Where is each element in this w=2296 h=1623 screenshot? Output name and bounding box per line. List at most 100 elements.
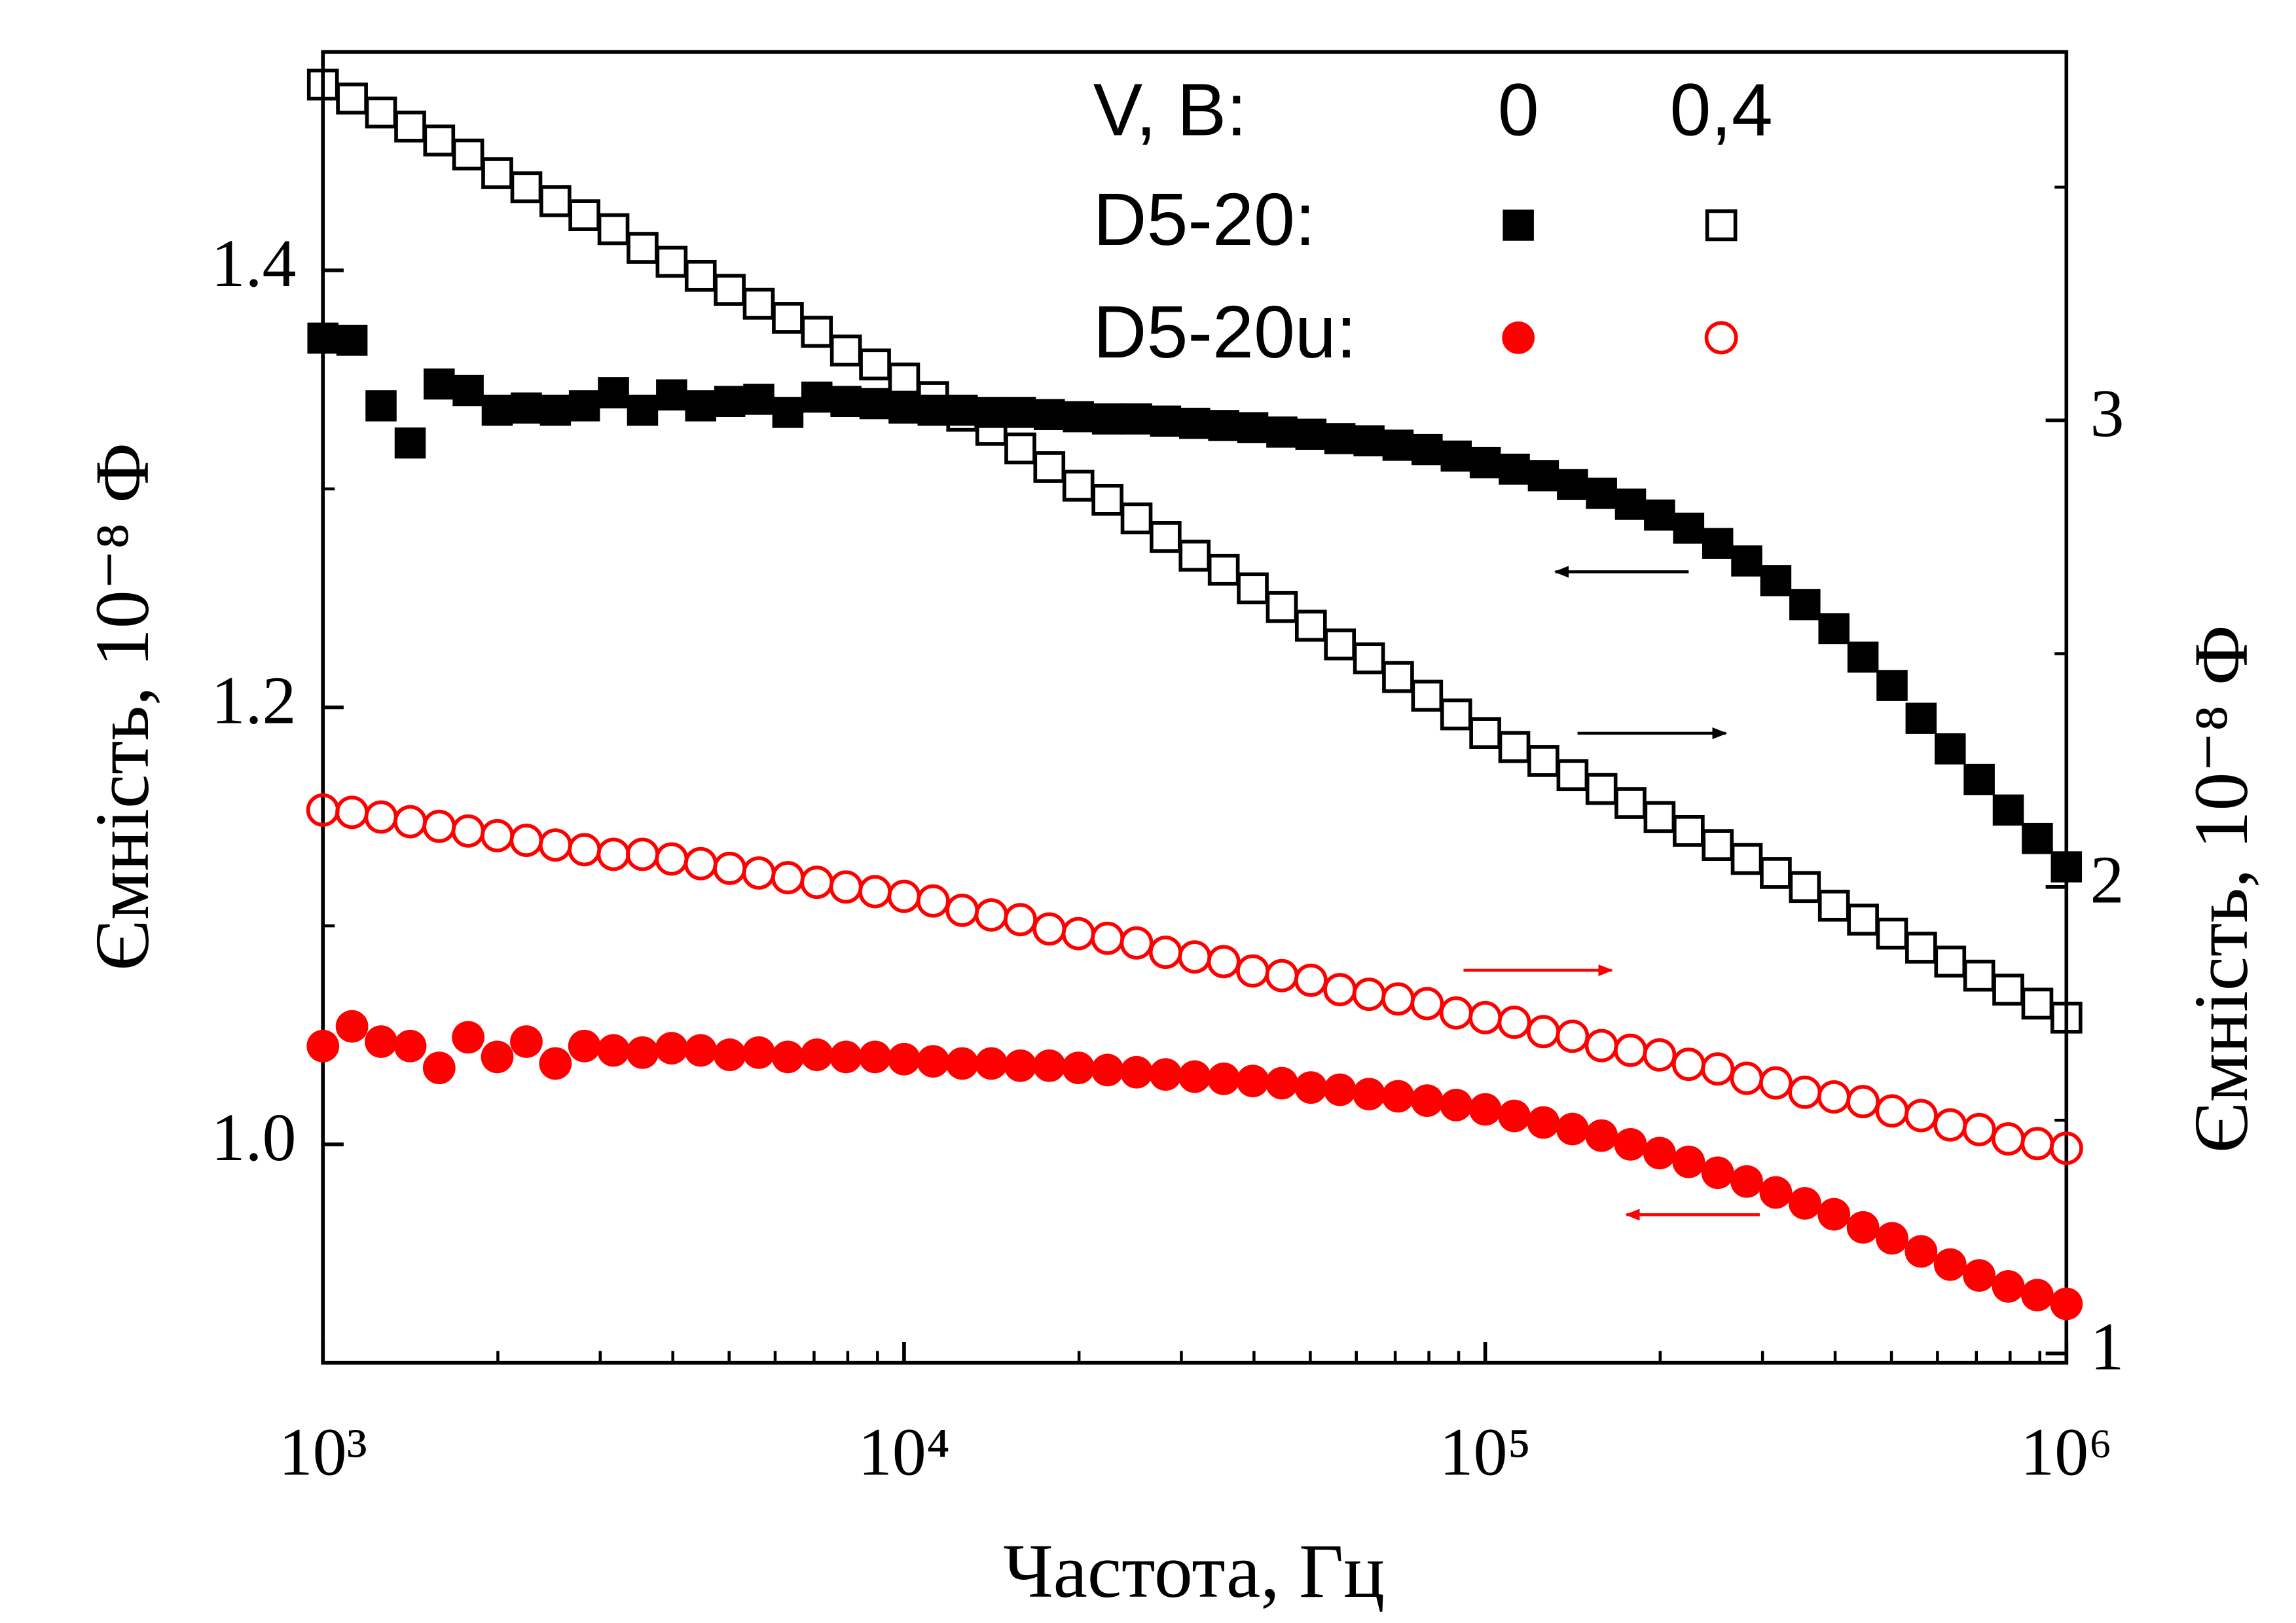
data-point	[1584, 1029, 1618, 1063]
data-point	[1846, 1085, 1880, 1119]
data-point	[684, 259, 717, 292]
data-point	[1585, 1119, 1618, 1152]
data-point	[683, 847, 718, 881]
legend-marker	[1503, 210, 1534, 241]
data-point	[1788, 1075, 1822, 1109]
data-point	[975, 1047, 1008, 1080]
legend-marker	[1704, 321, 1738, 355]
data-point	[597, 213, 630, 246]
data-point	[1673, 513, 1705, 544]
legend-column-label: 0	[1498, 68, 1539, 151]
data-point	[1759, 1176, 1793, 1209]
data-point	[1497, 1005, 1531, 1039]
data-point	[858, 875, 892, 909]
data-point	[713, 1038, 746, 1071]
data-point	[1702, 528, 1734, 559]
data-point	[1440, 440, 1472, 472]
data-point	[1061, 917, 1095, 951]
data-point	[1352, 977, 1386, 1012]
data-point	[1381, 982, 1415, 1016]
data-point	[1730, 1061, 1764, 1095]
data-point	[1468, 1093, 1502, 1126]
legend-marker	[1705, 209, 1738, 242]
data-point	[1323, 1073, 1357, 1106]
data-point	[394, 110, 426, 143]
data-point	[714, 386, 746, 417]
data-point	[1004, 1049, 1037, 1082]
data-point	[1962, 1112, 1996, 1146]
data-point	[1789, 871, 1821, 903]
data-point	[2049, 1131, 2083, 1165]
data-point	[1004, 432, 1036, 465]
data-point	[917, 1045, 950, 1078]
data-point	[364, 800, 398, 834]
data-point	[1062, 469, 1095, 502]
data-point	[1614, 1128, 1647, 1161]
data-point	[1121, 403, 1152, 435]
data-point	[1875, 1094, 1909, 1128]
data-point	[1411, 680, 1444, 712]
y-tick-label: 1.4	[211, 225, 296, 301]
data-point	[1063, 401, 1094, 433]
data-point	[568, 833, 602, 867]
data-point	[1468, 1000, 1503, 1034]
data-point	[538, 828, 572, 862]
x-tick-label: 10⁶	[2020, 1414, 2112, 1490]
data-point	[1963, 763, 1995, 795]
data-point	[1905, 932, 1937, 964]
data-point	[830, 386, 862, 417]
data-point	[1091, 403, 1123, 435]
data-point	[1207, 945, 1241, 979]
data-point	[771, 861, 805, 894]
data-point	[1324, 423, 1356, 454]
data-point	[1120, 1055, 1153, 1089]
data-point	[975, 397, 1007, 428]
data-point	[307, 322, 338, 354]
data-point	[771, 1040, 805, 1074]
data-point	[917, 381, 949, 413]
data-point	[1440, 698, 1472, 731]
data-point	[887, 879, 921, 913]
data-point	[1876, 1222, 1908, 1255]
data-point	[1265, 958, 1299, 993]
data-point	[1585, 773, 1618, 805]
data-point	[742, 287, 775, 320]
data-point	[1294, 963, 1328, 997]
data-point	[1963, 1259, 1996, 1292]
data-point	[656, 379, 687, 410]
data-point	[1817, 1197, 1851, 1231]
data-point	[2020, 1127, 2054, 1161]
data-point	[626, 1036, 659, 1069]
data-point	[1120, 926, 1154, 960]
data-point	[945, 893, 979, 927]
data-point	[714, 274, 746, 306]
data-point	[1818, 613, 1850, 645]
data-point	[1266, 591, 1298, 623]
data-point	[1992, 1269, 2025, 1303]
data-point	[1701, 1052, 1735, 1086]
data-point	[1178, 539, 1211, 572]
data-point	[1760, 565, 1792, 596]
data-point	[394, 427, 426, 459]
data-point	[1353, 1078, 1385, 1111]
data-point	[742, 856, 776, 890]
y2-axis-title: Ємність, 10⁻⁸ Ф	[2179, 625, 2264, 1153]
data-point	[481, 1040, 514, 1074]
y-tick-label: 1.2	[211, 662, 296, 738]
data-point	[1671, 1048, 1705, 1082]
data-point	[597, 1034, 630, 1067]
y-axis-title: Ємність, 10⁻⁸ Ф	[80, 443, 165, 971]
data-point	[742, 1036, 775, 1069]
data-point	[1295, 418, 1327, 450]
data-point	[1323, 973, 1357, 1007]
data-point	[1032, 1049, 1066, 1082]
data-point	[1382, 661, 1414, 693]
data-point	[1208, 410, 1239, 441]
data-point	[888, 1042, 920, 1076]
data-point	[975, 414, 1008, 446]
data-point	[1673, 814, 1705, 847]
data-point	[422, 1051, 456, 1084]
data-point	[1527, 1106, 1560, 1139]
data-point	[1410, 1084, 1444, 1118]
